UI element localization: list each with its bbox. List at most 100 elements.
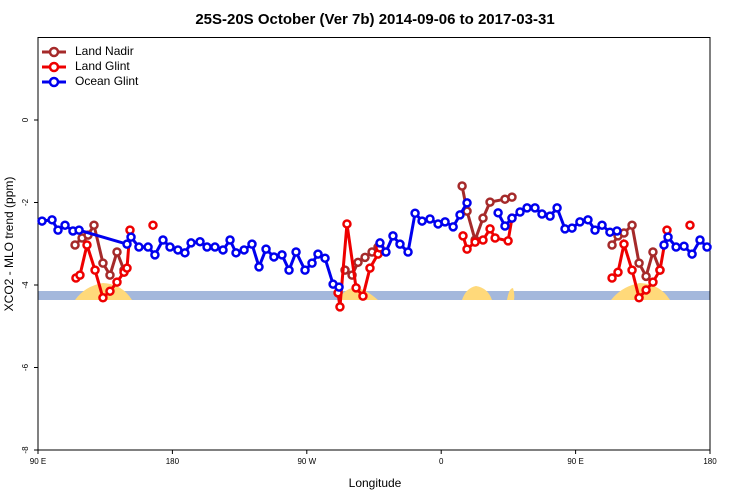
data-point — [410, 208, 420, 218]
data-point — [552, 203, 562, 213]
data-point — [261, 244, 271, 254]
data-point — [417, 216, 427, 226]
data-point — [360, 252, 370, 263]
y-tick-label: -4 — [21, 281, 30, 289]
x-tick-label: 90 E — [567, 457, 583, 466]
y-axis-label: XCO2 - MLO trend (ppm) — [2, 177, 16, 312]
data-point — [545, 211, 555, 221]
data-point — [105, 286, 115, 296]
data-point — [365, 263, 375, 273]
x-tick-label: 90 W — [297, 457, 316, 466]
y-tick-label: -6 — [21, 363, 30, 371]
data-point — [607, 240, 617, 250]
data-point — [150, 250, 160, 260]
data-point — [493, 208, 503, 218]
data-point — [353, 257, 363, 268]
data-point — [98, 293, 108, 303]
land-shape — [611, 283, 670, 300]
data-point — [462, 244, 472, 254]
data-point — [307, 258, 317, 268]
data-point — [381, 247, 391, 257]
chart-title: 25S-20S October (Ver 7b) 2014-09-06 to 2… — [195, 11, 554, 28]
data-point — [180, 248, 190, 258]
data-point — [641, 285, 651, 295]
data-point — [291, 247, 301, 257]
data-point — [82, 240, 92, 250]
data-point — [567, 223, 577, 233]
data-point — [607, 273, 617, 283]
data-point — [254, 262, 264, 272]
ocean-strip — [38, 291, 710, 300]
data-point — [210, 242, 220, 252]
data-point — [342, 219, 352, 229]
data-point — [590, 225, 600, 235]
data-point — [300, 265, 310, 275]
data-point — [679, 241, 689, 251]
x-tick-label: 90 E — [30, 457, 46, 466]
data-point — [143, 242, 153, 252]
data-point — [218, 245, 228, 255]
land-shape — [462, 286, 492, 300]
data-point — [89, 220, 99, 230]
data-point — [403, 247, 413, 257]
data-point — [122, 263, 132, 273]
data-point — [634, 258, 644, 268]
x-tick-label: 180 — [703, 457, 717, 466]
data-point — [470, 237, 480, 247]
data-point — [485, 197, 495, 207]
data-point — [239, 245, 249, 255]
y-tick-label: 0 — [21, 117, 30, 122]
data-point — [619, 239, 629, 249]
data-point — [284, 265, 294, 275]
data-point — [503, 236, 513, 246]
data-point — [122, 239, 132, 249]
data-point — [575, 217, 585, 227]
x-axis-label: Longitude — [349, 476, 402, 490]
data-point — [478, 213, 488, 223]
data-point — [195, 236, 205, 247]
legend-marker — [48, 76, 60, 88]
data-point — [687, 249, 697, 259]
data-point — [425, 214, 435, 224]
data-point — [105, 270, 115, 280]
legend-marker — [48, 61, 60, 73]
data-point — [148, 220, 158, 230]
data-point — [126, 232, 136, 242]
data-point — [659, 240, 669, 250]
data-point — [37, 216, 47, 226]
data-point — [186, 238, 196, 248]
data-point — [522, 203, 532, 213]
y-tick-label: -8 — [21, 446, 30, 454]
data-point — [702, 242, 712, 252]
land-band — [38, 283, 710, 300]
data-point — [613, 267, 623, 277]
data-point — [457, 181, 467, 191]
data-point — [158, 235, 168, 245]
data-point — [597, 220, 607, 230]
data-point — [231, 248, 241, 258]
data-point — [648, 247, 658, 257]
data-point — [440, 217, 450, 227]
data-point — [448, 222, 458, 232]
data-point — [583, 215, 593, 225]
data-point — [515, 207, 525, 217]
data-point — [388, 231, 398, 241]
data-point — [358, 291, 368, 301]
data-point — [455, 210, 465, 220]
data-point — [485, 224, 495, 234]
land-shape — [338, 287, 378, 300]
data-point — [112, 277, 122, 287]
data-point — [53, 225, 63, 235]
legend-marker — [48, 46, 60, 58]
data-point — [165, 242, 175, 252]
data-point — [98, 258, 108, 268]
data-point — [269, 252, 279, 262]
data-point — [74, 225, 84, 235]
data-point — [695, 235, 705, 245]
data-point — [507, 213, 517, 223]
data-point — [685, 220, 695, 230]
data-point — [634, 293, 644, 303]
legend-label: Land Glint — [75, 59, 130, 73]
data-point — [334, 282, 344, 292]
data-point — [75, 270, 85, 280]
